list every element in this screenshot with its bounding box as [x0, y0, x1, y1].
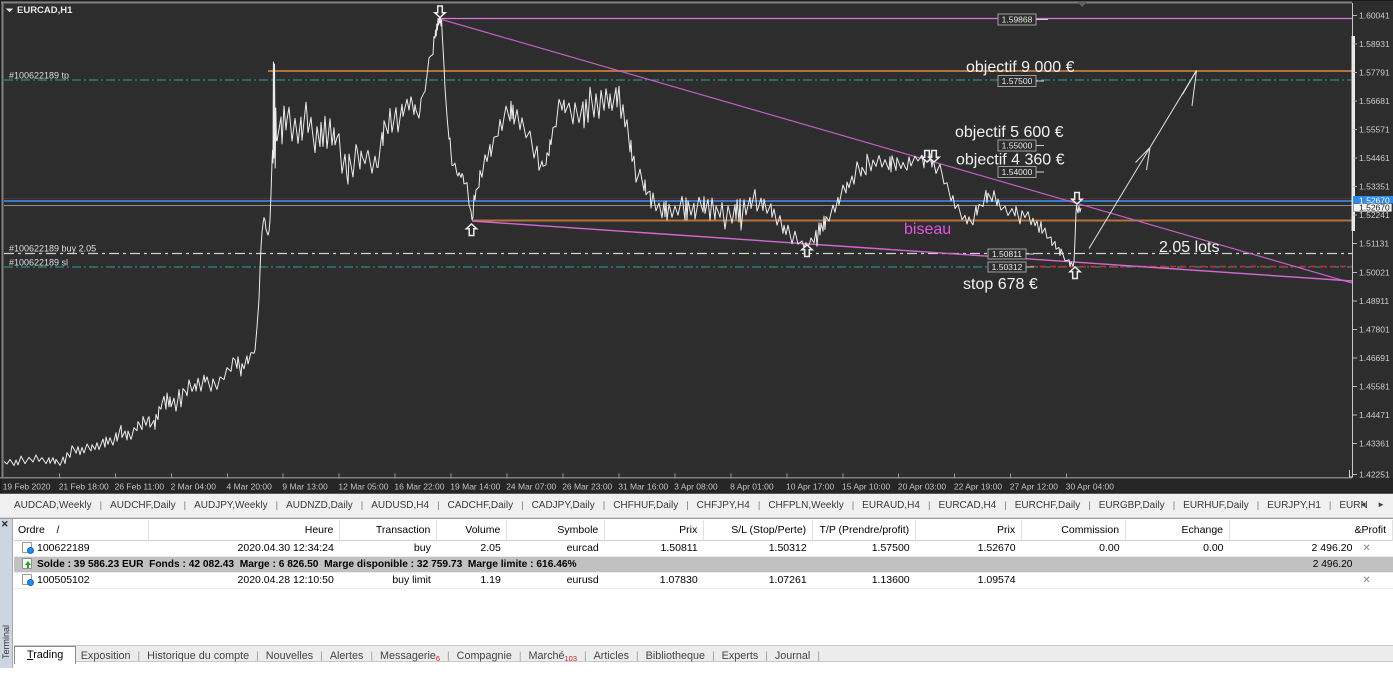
svg-text:1.44471: 1.44471 [1359, 410, 1390, 420]
svg-text:2 Mar 04:00: 2 Mar 04:00 [171, 482, 217, 492]
svg-text:9 Mar 13:00: 9 Mar 13:00 [282, 482, 328, 492]
svg-text:1.47801: 1.47801 [1359, 324, 1390, 334]
svg-text:#100622189 tp: #100622189 tp [9, 71, 69, 81]
svg-text:12 Mar 05:00: 12 Mar 05:00 [338, 482, 388, 492]
svg-text:26 Feb 11:00: 26 Feb 11:00 [115, 482, 165, 492]
svg-text:1.50021: 1.50021 [1359, 267, 1390, 277]
svg-text:1.52241: 1.52241 [1359, 210, 1390, 220]
svg-text:1.42251: 1.42251 [1359, 470, 1390, 480]
svg-text:16 Mar 22:00: 16 Mar 22:00 [394, 482, 444, 492]
svg-text:1.53351: 1.53351 [1359, 182, 1390, 192]
svg-text:20 Apr 03:00: 20 Apr 03:00 [898, 482, 946, 492]
svg-text:1.52670: 1.52670 [1359, 196, 1390, 206]
svg-text:30 Apr 04:00: 30 Apr 04:00 [1066, 482, 1114, 492]
svg-text:2.05 lots: 2.05 lots [1159, 239, 1219, 256]
svg-text:27 Apr 12:00: 27 Apr 12:00 [1010, 482, 1058, 492]
svg-text:objectif 4 360 €: objectif 4 360 € [956, 152, 1065, 169]
svg-text:1.57791: 1.57791 [1359, 68, 1390, 78]
svg-text:objectif 9 000 €: objectif 9 000 € [966, 59, 1075, 76]
svg-text:15 Apr 10:00: 15 Apr 10:00 [842, 482, 890, 492]
svg-text:1.57500: 1.57500 [1002, 76, 1033, 86]
svg-text:3 Apr 08:00: 3 Apr 08:00 [674, 482, 718, 492]
svg-text:stop 678 €: stop 678 € [963, 276, 1038, 293]
svg-text:4 Mar 20:00: 4 Mar 20:00 [227, 482, 273, 492]
svg-text:10 Apr 17:00: 10 Apr 17:00 [786, 482, 834, 492]
svg-text:1.60041: 1.60041 [1359, 11, 1390, 21]
svg-text:19 Feb 2020: 19 Feb 2020 [3, 482, 51, 492]
svg-text:EURCAD,H1: EURCAD,H1 [17, 5, 73, 16]
svg-text:1.59868: 1.59868 [1002, 15, 1033, 25]
svg-text:1.58931: 1.58931 [1359, 39, 1390, 49]
svg-text:1.56681: 1.56681 [1359, 96, 1390, 106]
svg-text:19 Mar 14:00: 19 Mar 14:00 [450, 482, 500, 492]
svg-text:#100622189 buy 2.05: #100622189 buy 2.05 [9, 244, 96, 254]
svg-text:1.54000: 1.54000 [1002, 167, 1033, 177]
svg-text:1.43361: 1.43361 [1359, 439, 1390, 449]
svg-text:8 Apr 01:00: 8 Apr 01:00 [730, 482, 774, 492]
svg-text:31 Mar 16:00: 31 Mar 16:00 [618, 482, 668, 492]
svg-text:1.50811: 1.50811 [992, 249, 1022, 259]
svg-text:24 Mar 07:00: 24 Mar 07:00 [506, 482, 556, 492]
svg-text:26 Mar 23:00: 26 Mar 23:00 [562, 482, 612, 492]
svg-text:objectif 5 600 €: objectif 5 600 € [955, 124, 1064, 141]
svg-text:#100622189 sl: #100622189 sl [9, 258, 68, 268]
svg-text:1.45581: 1.45581 [1359, 381, 1390, 391]
svg-text:1.51131: 1.51131 [1359, 239, 1389, 249]
svg-text:21 Feb 18:00: 21 Feb 18:00 [59, 482, 109, 492]
svg-text:1.55571: 1.55571 [1359, 125, 1390, 135]
svg-text:1.48911: 1.48911 [1359, 296, 1389, 306]
svg-text:22 Apr 19:00: 22 Apr 19:00 [954, 482, 1002, 492]
svg-text:1.52670: 1.52670 [1359, 203, 1390, 213]
svg-text:1.46691: 1.46691 [1359, 353, 1390, 363]
svg-text:biseau: biseau [904, 221, 951, 238]
svg-text:1.55000: 1.55000 [1002, 141, 1033, 151]
svg-text:1.54461: 1.54461 [1359, 153, 1390, 163]
svg-text:1.50312: 1.50312 [992, 262, 1023, 272]
